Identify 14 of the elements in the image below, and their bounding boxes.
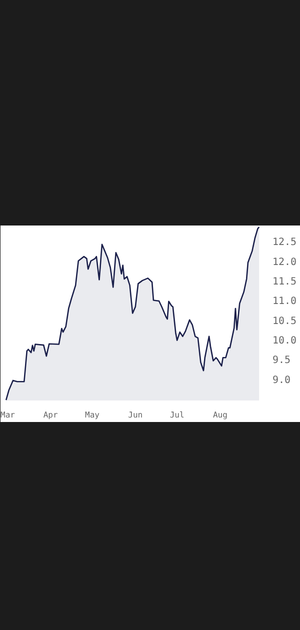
- y-tick-label: 11.5: [272, 276, 297, 288]
- x-tick-label: Apr: [43, 410, 58, 420]
- y-tick-label: 12.5: [272, 237, 297, 248]
- y-tick-label: 10.0: [272, 336, 297, 347]
- x-tick-label: Jun: [128, 410, 143, 420]
- y-tick-label: 9.0: [272, 374, 291, 386]
- x-tick-label: Mar: [0, 410, 16, 420]
- x-tick-label: May: [85, 410, 100, 420]
- x-tick-label: Aug: [212, 410, 228, 420]
- y-tick-label: 11.0: [272, 296, 297, 308]
- y-tick-label: 9.5: [272, 355, 291, 366]
- y-tick-label: 12.0: [272, 256, 297, 268]
- y-tick-label: 10.5: [272, 316, 297, 327]
- x-tick-label: Jul: [170, 410, 184, 420]
